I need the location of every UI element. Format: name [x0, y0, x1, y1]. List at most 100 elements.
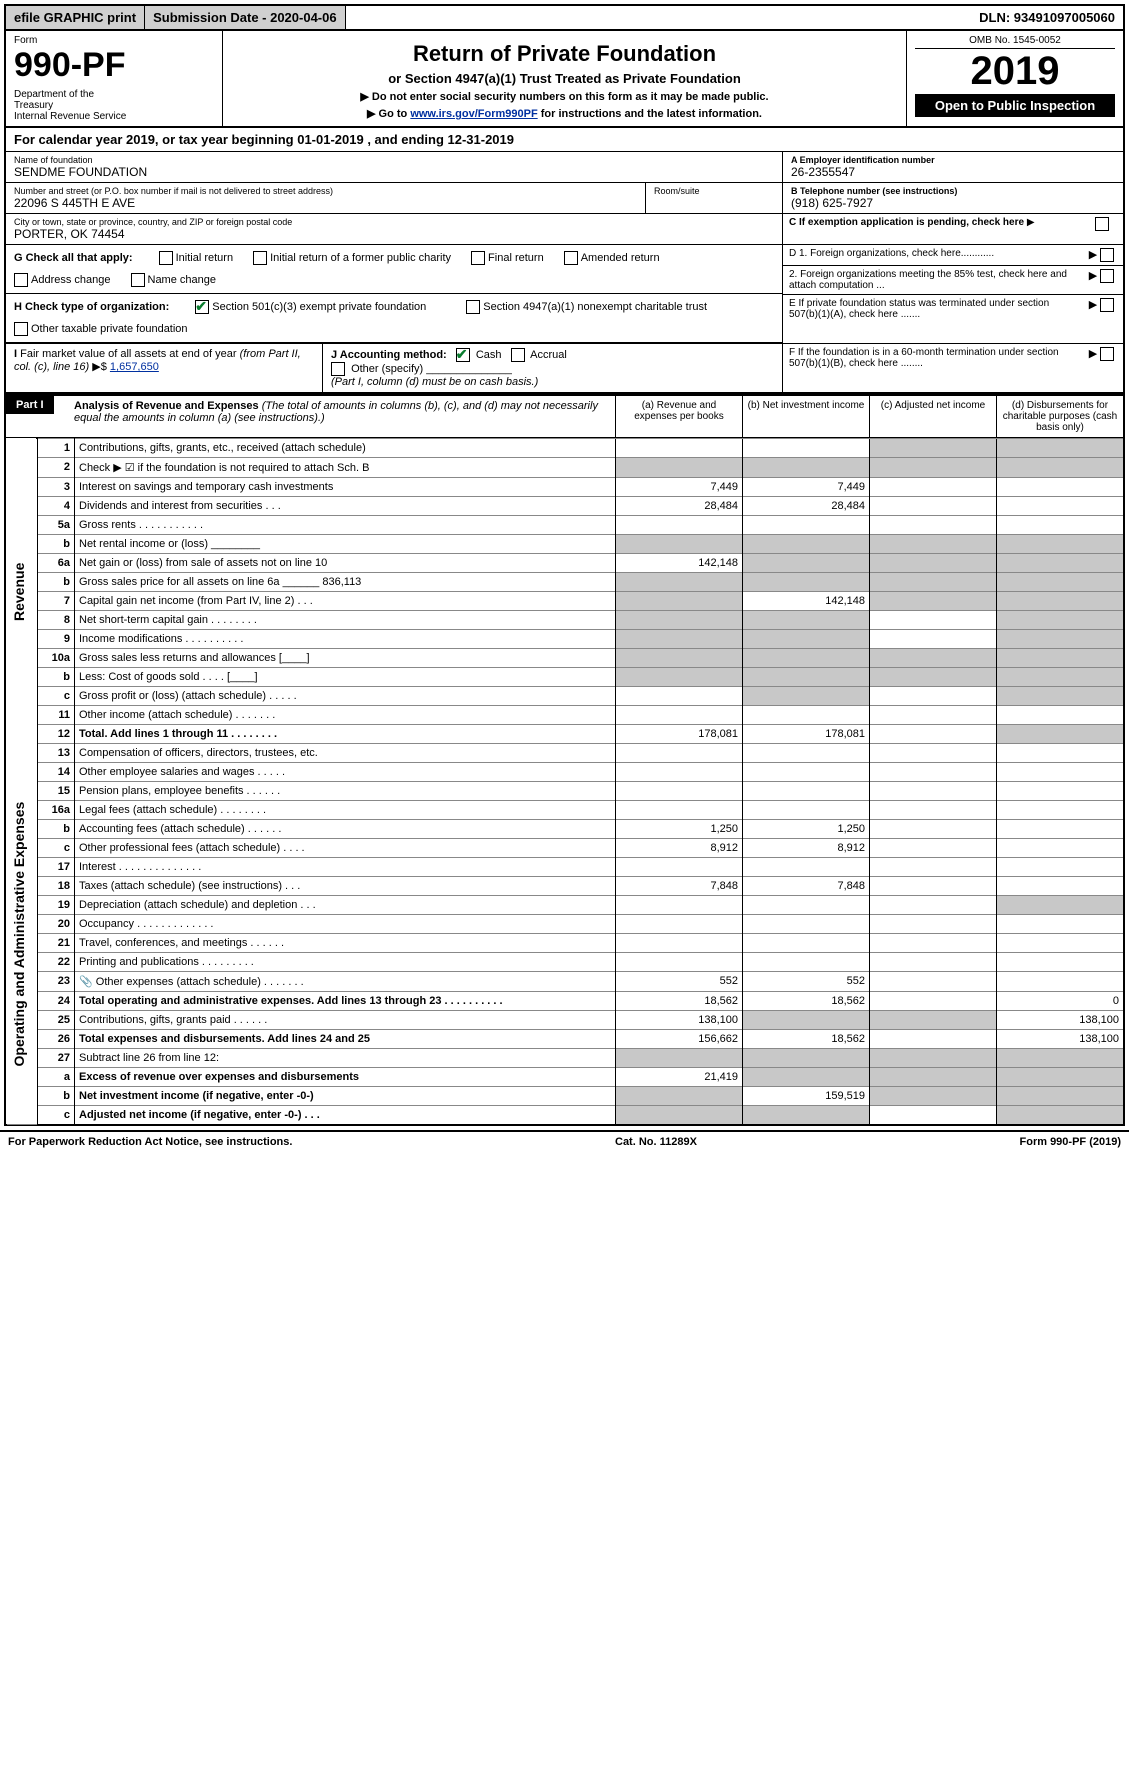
line-description: Gross profit or (loss) (attach schedule)… — [75, 687, 616, 706]
value-cell: 18,562 — [743, 1030, 870, 1049]
line-number: 7 — [37, 592, 75, 611]
value-cell — [870, 820, 997, 839]
value-cell — [997, 1106, 1124, 1125]
line-number: a — [37, 1068, 75, 1087]
h-4947[interactable] — [466, 300, 480, 314]
footer-left: For Paperwork Reduction Act Notice, see … — [8, 1136, 292, 1148]
value-cell — [997, 516, 1124, 535]
value-cell — [616, 458, 743, 478]
line-description: Depreciation (attach schedule) and deple… — [75, 896, 616, 915]
open-to-public: Open to Public Inspection — [915, 94, 1115, 117]
value-cell — [997, 706, 1124, 725]
table-row: 10aGross sales less returns and allowanc… — [6, 649, 1123, 668]
value-cell — [743, 744, 870, 763]
g-label: G Check all that apply: — [14, 252, 133, 264]
table-row: bAccounting fees (attach schedule) . . .… — [6, 820, 1123, 839]
g-initial-former[interactable] — [253, 251, 267, 265]
dept-label: Department of theTreasuryInternal Revenu… — [14, 89, 214, 122]
line-description: Printing and publications . . . . . . . … — [75, 953, 616, 972]
city: PORTER, OK 74454 — [14, 227, 774, 241]
value-cell — [870, 1049, 997, 1068]
g-address-change[interactable] — [14, 273, 28, 287]
line-number: 22 — [37, 953, 75, 972]
value-cell — [743, 953, 870, 972]
room-label: Room/suite — [654, 186, 774, 196]
g-initial-return[interactable] — [159, 251, 173, 265]
c-checkbox[interactable] — [1095, 217, 1109, 231]
form-container: efile GRAPHIC print Submission Date - 20… — [4, 4, 1125, 1126]
table-row: 21Travel, conferences, and meetings . . … — [6, 934, 1123, 953]
h-501c3[interactable] — [195, 300, 209, 314]
value-cell — [743, 687, 870, 706]
table-row: 8Net short-term capital gain . . . . . .… — [6, 611, 1123, 630]
value-cell — [870, 1106, 997, 1125]
value-cell — [997, 554, 1124, 573]
value-cell — [743, 535, 870, 554]
table-row: 15Pension plans, employee benefits . . .… — [6, 782, 1123, 801]
c-label: C If exemption application is pending, c… — [783, 214, 1083, 234]
line-number: 6a — [37, 554, 75, 573]
value-cell — [870, 554, 997, 573]
value-cell — [743, 458, 870, 478]
line-description: Other employee salaries and wages . . . … — [75, 763, 616, 782]
value-cell — [743, 573, 870, 592]
table-row: 22Printing and publications . . . . . . … — [6, 953, 1123, 972]
value-cell — [870, 668, 997, 687]
value-cell: 159,519 — [743, 1087, 870, 1106]
value-cell — [616, 706, 743, 725]
f-checkbox[interactable] — [1100, 347, 1114, 361]
line-number: 4 — [37, 497, 75, 516]
value-cell — [743, 611, 870, 630]
value-cell — [997, 801, 1124, 820]
h-other-taxable[interactable] — [14, 322, 28, 336]
table-row: 20Occupancy . . . . . . . . . . . . . — [6, 915, 1123, 934]
value-cell — [870, 915, 997, 934]
d1-checkbox[interactable] — [1100, 248, 1114, 262]
line-number: 16a — [37, 801, 75, 820]
value-cell — [743, 763, 870, 782]
value-cell — [997, 782, 1124, 801]
table-row: 27Subtract line 26 from line 12: — [6, 1049, 1123, 1068]
value-cell — [870, 592, 997, 611]
j-other[interactable] — [331, 362, 345, 376]
line-number: 18 — [37, 877, 75, 896]
value-cell — [870, 763, 997, 782]
line-number: 12 — [37, 725, 75, 744]
value-cell — [870, 1011, 997, 1030]
value-cell — [870, 877, 997, 896]
instructions-link[interactable]: www.irs.gov/Form990PF — [410, 108, 537, 120]
ein-label: A Employer identification number — [791, 155, 1115, 165]
table-row: bNet investment income (if negative, ent… — [6, 1087, 1123, 1106]
g-name-change[interactable] — [131, 273, 145, 287]
attachment-icon[interactable]: 📎 — [79, 976, 93, 988]
value-cell — [997, 1087, 1124, 1106]
value-cell: 0 — [997, 992, 1124, 1011]
line-number: b — [37, 573, 75, 592]
value-cell — [616, 649, 743, 668]
page-footer: For Paperwork Reduction Act Notice, see … — [0, 1130, 1129, 1152]
value-cell — [997, 573, 1124, 592]
line-number: 20 — [37, 915, 75, 934]
value-cell: 7,449 — [616, 478, 743, 497]
value-cell — [870, 687, 997, 706]
value-cell — [616, 744, 743, 763]
value-cell — [743, 649, 870, 668]
e-checkbox[interactable] — [1100, 298, 1114, 312]
value-cell — [616, 611, 743, 630]
line-number: 14 — [37, 763, 75, 782]
line-description: Check ▶ ☑ if the foundation is not requi… — [75, 458, 616, 478]
j-accrual[interactable] — [511, 348, 525, 362]
info-block: Name of foundation SENDME FOUNDATION Num… — [6, 152, 1123, 245]
line-description: Total. Add lines 1 through 11 . . . . . … — [75, 725, 616, 744]
d2-checkbox[interactable] — [1100, 269, 1114, 283]
g-amended[interactable] — [564, 251, 578, 265]
value-cell — [997, 611, 1124, 630]
expenses-side-label: Operating and Administrative Expenses — [6, 744, 37, 1125]
line-description: Gross rents . . . . . . . . . . . — [75, 516, 616, 535]
instr-line1: ▶ Do not enter social security numbers o… — [231, 90, 898, 103]
value-cell: 18,562 — [616, 992, 743, 1011]
j-cash[interactable] — [456, 348, 470, 362]
value-cell — [870, 992, 997, 1011]
instr-line2: ▶ Go to www.irs.gov/Form990PF for instru… — [231, 107, 898, 120]
g-final-return[interactable] — [471, 251, 485, 265]
